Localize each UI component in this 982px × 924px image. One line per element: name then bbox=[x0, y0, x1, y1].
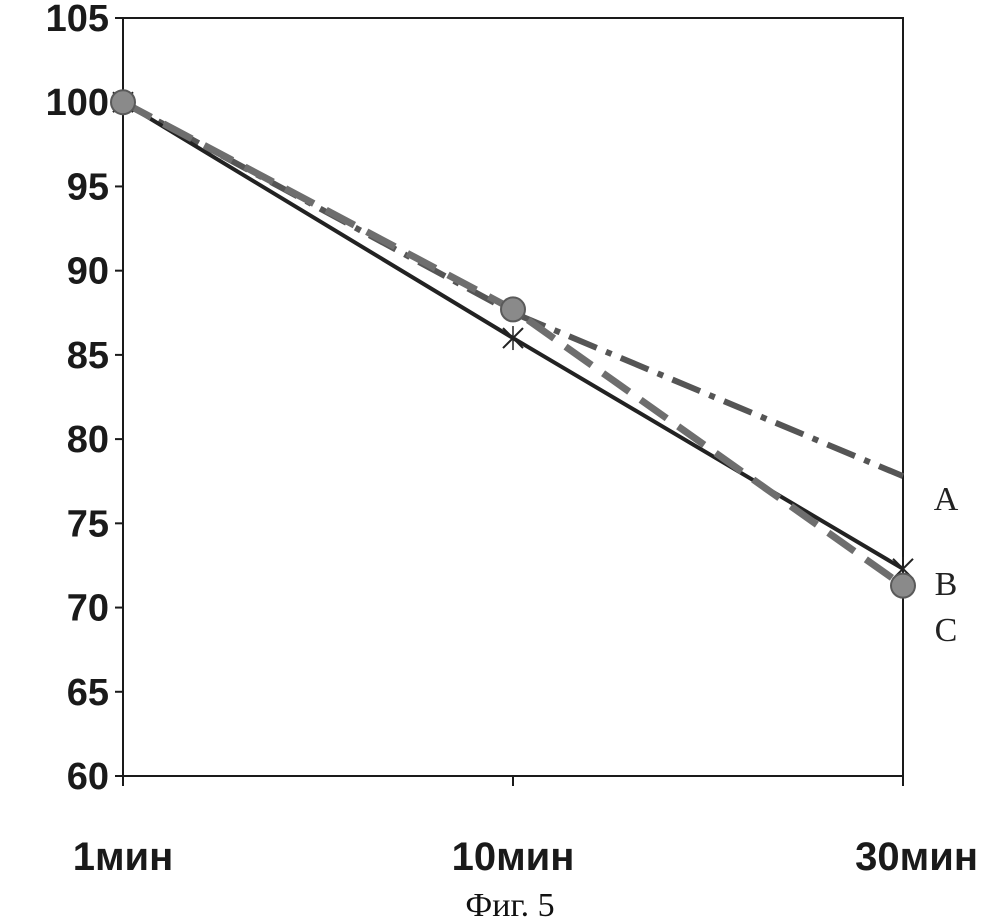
x-tick-label: 30мин bbox=[855, 835, 978, 879]
data-point-c bbox=[891, 574, 915, 598]
plot-area bbox=[123, 18, 903, 776]
y-tick-label: 105 bbox=[46, 0, 109, 40]
series-labels: A BC bbox=[934, 481, 959, 649]
x-axis: 1мин 10мин 30мин bbox=[73, 776, 978, 879]
y-tick-label: 90 bbox=[67, 251, 109, 293]
x-tick-label: 10мин bbox=[452, 835, 575, 879]
series-label-a: A bbox=[934, 481, 959, 518]
series-label-c: C bbox=[935, 612, 958, 649]
y-tick-label: 75 bbox=[67, 503, 109, 545]
x-tick-label: 1мин bbox=[73, 835, 174, 879]
y-tick-label: 80 bbox=[67, 419, 109, 461]
y-tick-label: 65 bbox=[67, 672, 109, 714]
y-tick-label: 60 bbox=[67, 756, 109, 798]
series-label-b: B bbox=[935, 566, 958, 603]
data-point-c bbox=[501, 297, 525, 321]
series-layer bbox=[111, 90, 915, 597]
y-axis: 60 65 70 75 80 85 90 95 100 105 bbox=[46, 0, 123, 798]
y-tick-label: 70 bbox=[67, 588, 109, 630]
figure-caption: Фиг. 5 bbox=[465, 887, 554, 924]
y-tick-label: 95 bbox=[67, 166, 109, 208]
y-tick-label: 85 bbox=[67, 335, 109, 377]
data-point-c bbox=[111, 90, 135, 114]
y-tick-label: 100 bbox=[46, 82, 109, 124]
data-point-b bbox=[503, 326, 523, 350]
series-line-a bbox=[123, 102, 903, 476]
